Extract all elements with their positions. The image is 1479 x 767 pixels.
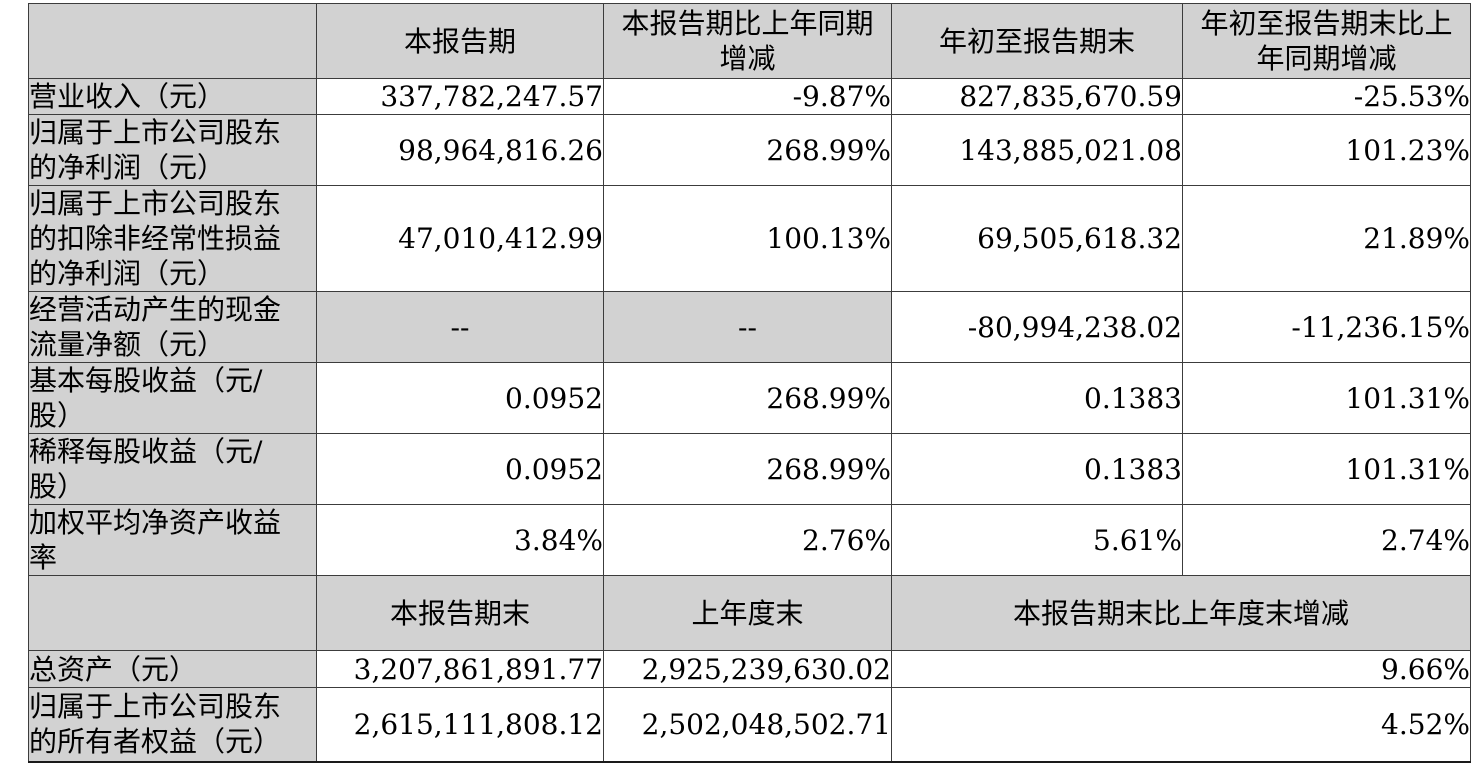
cell-value: 2.74% [1182,504,1471,576]
table-row: 本报告期 本报告期比上年同期 增减 年初至报告期末 年初至报告期末比上 年同期增… [28,3,1471,79]
table-row: 归属于上市公司股东 的净利润（元） 98,964,816.26 268.99% … [28,114,1471,186]
table-row: 经营活动产生的现金 流量净额（元） -- -- -80,994,238.02 -… [28,291,1471,363]
corner-cell [28,575,317,651]
table-row: 稀释每股收益（元/ 股） 0.0952 268.99% 0.1383 101.3… [28,433,1471,505]
cell-value: 0.1383 [891,433,1183,505]
table-row: 总资产（元） 3,207,861,891.77 2,925,239,630.02… [28,650,1471,688]
column-header: 本报告期比上年同期 增减 [603,3,892,79]
cell-value: 100.13% [603,185,892,292]
column-header: 上年度末 [603,575,892,651]
cell-value: 0.0952 [316,362,604,434]
cell-value: 5.61% [891,504,1183,576]
cell-value: 4.52% [891,687,1471,763]
cell-value: 2,925,239,630.02 [603,650,892,688]
column-header: 本报告期末 [316,575,604,651]
table-row: 加权平均净资产收益 率 3.84% 2.76% 5.61% 2.74% [28,504,1471,576]
column-header: 年初至报告期末 [891,3,1183,79]
cell-value: 2.76% [603,504,892,576]
cell-value: 0.1383 [891,362,1183,434]
cell-value: 47,010,412.99 [316,185,604,292]
cell-value: 101.31% [1182,433,1471,505]
cell-value: 0.0952 [316,433,604,505]
cell-value: 337,782,247.57 [316,78,604,115]
column-header: 年初至报告期末比上 年同期增减 [1182,3,1471,79]
cell-value: 827,835,670.59 [891,78,1183,115]
cell-value: 21.89% [1182,185,1471,292]
corner-cell [28,3,317,79]
cell-value: 3.84% [316,504,604,576]
table-row: 营业收入（元） 337,782,247.57 -9.87% 827,835,67… [28,78,1471,115]
table-row: 归属于上市公司股东 的所有者权益（元） 2,615,111,808.12 2,5… [28,687,1471,763]
row-label: 经营活动产生的现金 流量净额（元） [28,291,317,363]
table-row: 基本每股收益（元/ 股） 0.0952 268.99% 0.1383 101.3… [28,362,1471,434]
cell-value: -11,236.15% [1182,291,1471,363]
cell-value: 143,885,021.08 [891,114,1183,186]
cell-value: -9.87% [603,78,892,115]
cell-value: 2,615,111,808.12 [316,687,604,763]
cell-value: 268.99% [603,362,892,434]
cell-value: -25.53% [1182,78,1471,115]
cell-value: 101.31% [1182,362,1471,434]
table-row: 本报告期末 上年度末 本报告期末比上年度末增减 [28,575,1471,651]
cell-empty-value: -- [603,291,892,363]
cell-empty-value: -- [316,291,604,363]
row-label: 稀释每股收益（元/ 股） [28,433,317,505]
cell-value: 268.99% [603,433,892,505]
row-label: 归属于上市公司股东 的扣除非经常性损益 的净利润（元） [28,185,317,292]
row-label: 归属于上市公司股东 的净利润（元） [28,114,317,186]
table-row: 归属于上市公司股东 的扣除非经常性损益 的净利润（元） 47,010,412.9… [28,185,1471,292]
cell-value: -80,994,238.02 [891,291,1183,363]
cell-value: 69,505,618.32 [891,185,1183,292]
cell-value: 9.66% [891,650,1471,688]
financial-summary-table: 本报告期 本报告期比上年同期 增减 年初至报告期末 年初至报告期末比上 年同期增… [28,3,1471,763]
column-header: 本报告期末比上年度末增减 [891,575,1471,651]
column-header: 本报告期 [316,3,604,79]
cell-value: 101.23% [1182,114,1471,186]
row-label: 归属于上市公司股东 的所有者权益（元） [28,687,317,763]
row-label: 营业收入（元） [28,78,317,115]
row-label: 基本每股收益（元/ 股） [28,362,317,434]
row-label: 加权平均净资产收益 率 [28,504,317,576]
cell-value: 98,964,816.26 [316,114,604,186]
row-label: 总资产（元） [28,650,317,688]
cell-value: 268.99% [603,114,892,186]
cell-value: 3,207,861,891.77 [316,650,604,688]
cell-value: 2,502,048,502.71 [603,687,892,763]
